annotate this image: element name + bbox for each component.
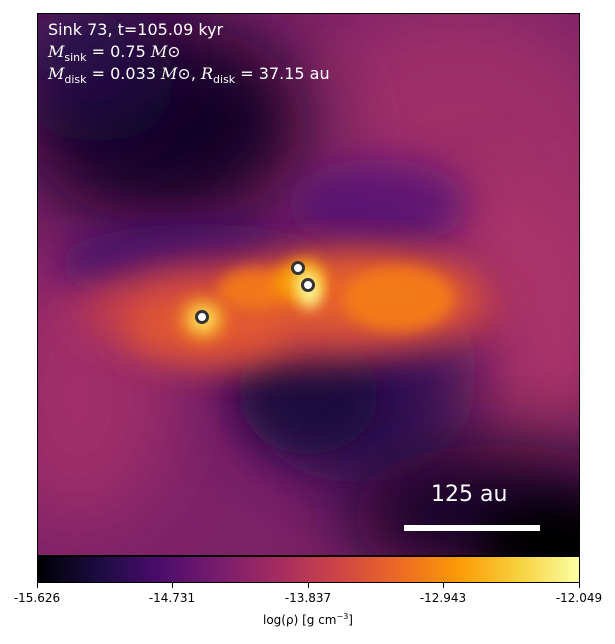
colorbar-label-main: log(ρ) [g cm <box>263 613 337 627</box>
mdisk-sub: disk <box>64 73 87 87</box>
colorbar-tick <box>172 583 173 588</box>
colorbar-tick-label: -15.626 <box>13 591 61 605</box>
solar-mass-symbol: M⊙ <box>150 42 181 61</box>
scale-bar <box>404 525 540 531</box>
sink-marker <box>291 261 305 275</box>
mdisk-value: = 0.033 <box>91 64 156 83</box>
mdisk-symbol: M <box>48 64 65 83</box>
colorbar-tick <box>443 583 444 588</box>
rdisk-symbol: R <box>200 64 214 83</box>
colorbar-tick <box>579 583 580 588</box>
scale-bar-label: 125 au <box>431 482 508 507</box>
colorbar-tick-label: -14.731 <box>148 591 196 605</box>
density-image <box>38 14 579 555</box>
colorbar-tick-label: -12.049 <box>555 591 603 605</box>
colorbar-tick-label: -13.837 <box>284 591 332 605</box>
colorbar-label-exponent: −3 <box>336 612 349 621</box>
msink-value: = 0.75 <box>91 42 146 61</box>
colorbar-label-end: ] <box>348 613 353 627</box>
colorbar <box>37 556 580 583</box>
colorbar-tick <box>308 583 309 588</box>
colorbar-tick-label: -12.943 <box>419 591 467 605</box>
disk-info: Mdisk = 0.033 M⊙, Rdisk = 37.15 au <box>48 64 330 87</box>
solar-mass-symbol-2: M⊙ <box>161 64 191 83</box>
sink-marker <box>301 278 315 292</box>
density-map: Sink 73, t=105.09 kyr Msink = 0.75 M⊙ Md… <box>37 13 580 556</box>
rdisk-sub: disk <box>213 73 236 87</box>
sink-marker <box>195 310 209 324</box>
rdisk-value: = 37.15 au <box>240 64 330 83</box>
colorbar-tick <box>37 583 38 588</box>
sink-info-title: Sink 73, t=105.09 kyr <box>48 20 224 39</box>
sink-mass-info: Msink = 0.75 M⊙ <box>48 42 181 68</box>
msink-symbol: M <box>48 42 65 61</box>
msink-sub: sink <box>64 51 87 65</box>
colorbar-label: log(ρ) [g cm−3] <box>263 612 353 627</box>
